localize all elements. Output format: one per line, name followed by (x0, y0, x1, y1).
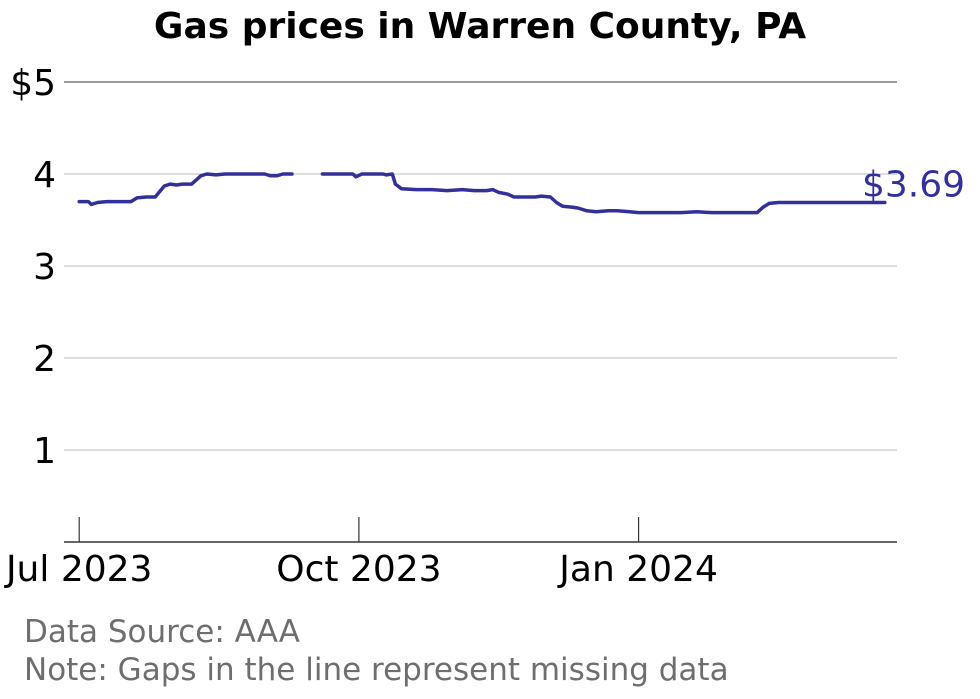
price-line-segment (77, 172, 294, 207)
data-source-note: Data Source: AAA (24, 614, 300, 650)
latest-price-label: $3.69 (862, 165, 965, 206)
x-tick-label: Jan 2024 (557, 549, 718, 590)
line-chart: Gas prices in Warren County, PA 1 2 3 4 $5 J… (4, 6, 965, 590)
y-tick-label: 3 (33, 247, 56, 288)
y-tick-label: 4 (33, 155, 56, 196)
y-tick-label: $5 (10, 63, 56, 104)
missing-data-note: Note: Gaps in the line represent missing… (24, 652, 729, 688)
y-tick-label: 2 (33, 339, 56, 380)
gridlines (64, 81, 897, 451)
x-axis: Jul 2023 Oct 2023 Jan 2024 (4, 517, 897, 590)
x-tick-label: Oct 2023 (276, 549, 441, 590)
x-tick-label: Jul 2023 (4, 549, 153, 590)
price-series (77, 172, 887, 215)
y-axis-tick-labels: 1 2 3 4 $5 (10, 63, 56, 472)
price-line-segment (320, 172, 887, 215)
y-tick-label: 1 (33, 431, 56, 472)
chart-title: Gas prices in Warren County, PA (154, 6, 806, 47)
